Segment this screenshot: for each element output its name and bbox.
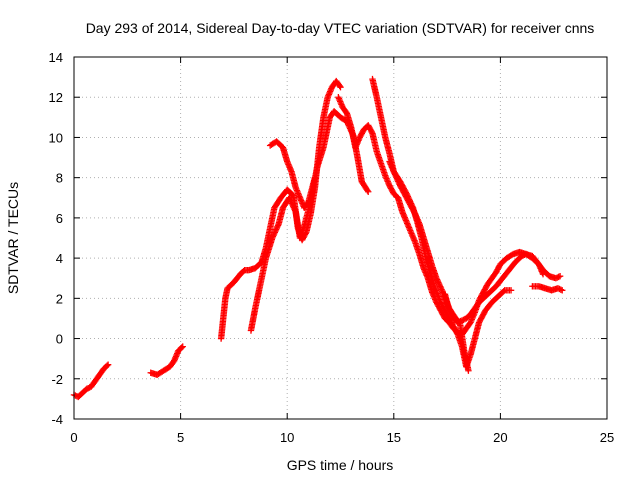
data-point — [458, 317, 466, 324]
data-point — [103, 362, 111, 369]
data-point — [559, 287, 566, 294]
x-tick-label: 25 — [600, 430, 614, 445]
y-tick-label: -2 — [51, 372, 63, 387]
y-tick-label: 8 — [56, 171, 63, 186]
data-point — [83, 385, 90, 393]
data-point — [178, 344, 185, 351]
series-seg5 — [266, 138, 319, 212]
data-point — [179, 343, 186, 350]
y-tick-label: 6 — [56, 211, 63, 226]
series-seg9 — [441, 250, 564, 326]
plot-frame — [73, 56, 608, 420]
y-axis-label: SDTVAR / TECUs — [5, 182, 21, 294]
y-tick-label: 12 — [49, 90, 63, 105]
data-points — [70, 75, 566, 401]
series-seg7 — [369, 75, 515, 370]
series-seg1 — [70, 361, 112, 401]
y-tick-label: 0 — [56, 332, 63, 347]
grid — [73, 56, 608, 420]
data-point — [336, 82, 343, 90]
data-point — [507, 287, 515, 294]
data-point — [518, 252, 525, 260]
y-tick-label: 10 — [49, 130, 63, 145]
data-point — [454, 319, 461, 326]
data-point — [552, 275, 560, 282]
x-tick-label: 20 — [493, 430, 507, 445]
tick-labels: 0 5 10 15 20 25 -4 -2 0 2 4 6 8 10 12 14 — [49, 50, 615, 445]
x-tick-label: 10 — [280, 430, 294, 445]
x-axis-label: GPS time / hours — [287, 457, 394, 473]
x-tick-label: 0 — [70, 430, 77, 445]
data-point — [104, 361, 112, 368]
data-point — [455, 318, 463, 325]
series-seg10 — [529, 283, 566, 294]
y-tick-label: -4 — [51, 412, 63, 427]
x-tick-label: 15 — [387, 430, 401, 445]
data-point — [557, 286, 565, 293]
data-point — [457, 317, 464, 325]
data-point — [311, 174, 319, 181]
data-point — [368, 128, 375, 136]
series-seg2 — [147, 343, 186, 378]
y-tick-label: 4 — [56, 251, 63, 266]
data-point — [337, 83, 344, 91]
data-point — [364, 187, 371, 194]
y-tick-label: 2 — [56, 291, 63, 306]
data-point — [556, 273, 564, 280]
data-point — [556, 285, 563, 293]
x-tick-label: 5 — [177, 430, 184, 445]
data-point — [554, 274, 561, 281]
y-tick-label: 14 — [49, 50, 63, 65]
data-point — [554, 285, 562, 292]
chart-title: Day 293 of 2014, Sidereal Day-to-day VTE… — [86, 20, 595, 36]
data-point — [519, 252, 527, 259]
data-point — [85, 384, 92, 392]
data-point — [460, 316, 467, 323]
data-point — [555, 273, 562, 281]
data-point — [465, 367, 472, 374]
data-point — [365, 188, 372, 195]
